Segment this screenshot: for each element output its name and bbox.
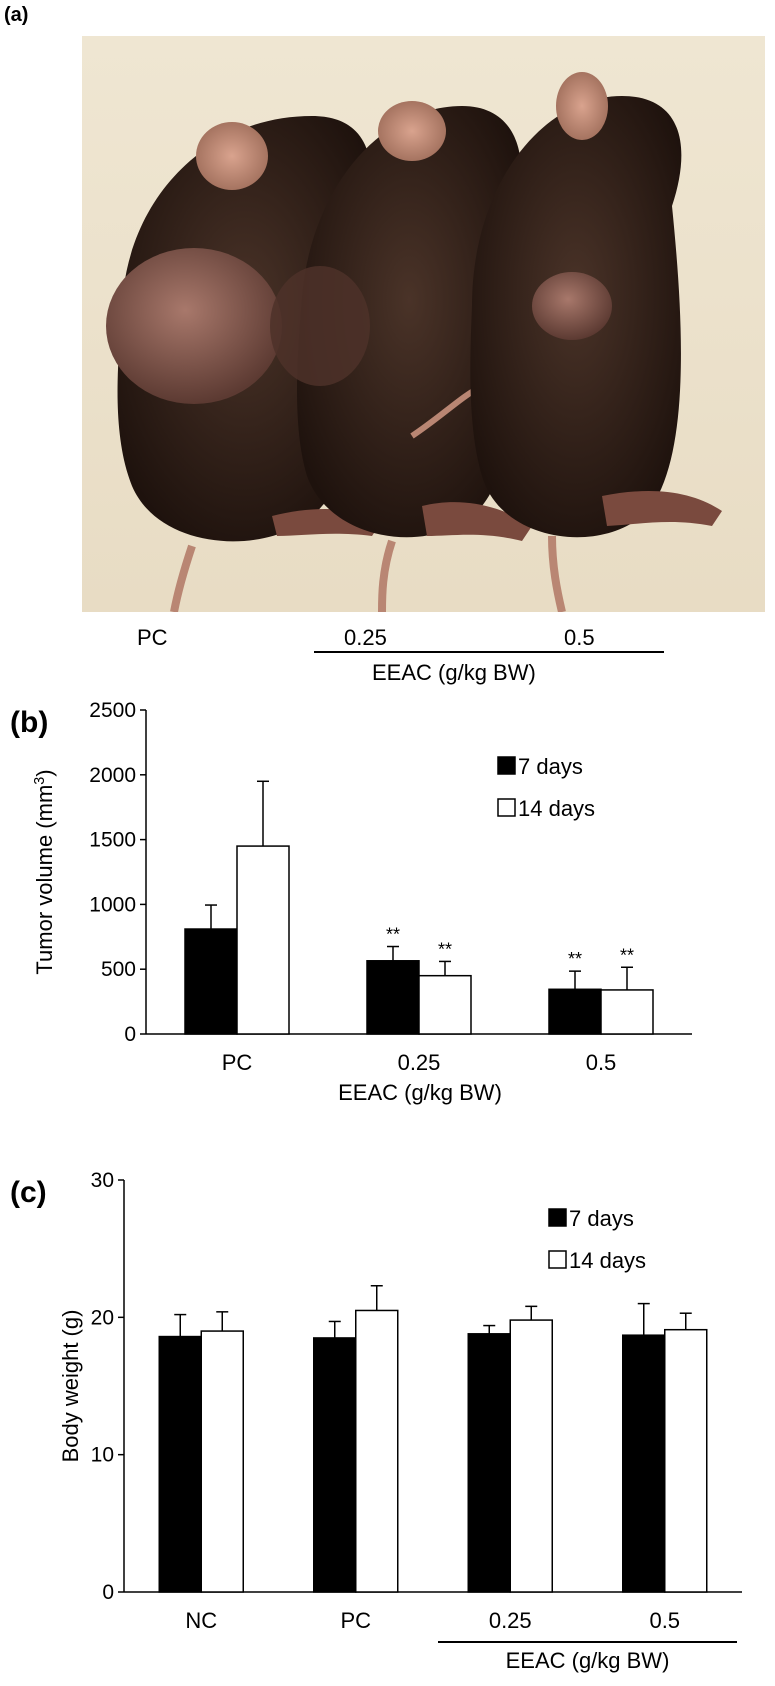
bar-0.25-14-days xyxy=(418,974,472,1035)
y-axis-label: Tumor volume (mm3) xyxy=(32,769,57,974)
x-category-label: 0.25 xyxy=(398,1050,441,1075)
y-tick-label: 1500 xyxy=(89,829,136,852)
mouse-025 xyxy=(270,101,532,612)
y-tick-label: 0 xyxy=(102,1581,114,1604)
bar-NC-7-days xyxy=(158,1335,202,1593)
photo-group-label-05: 0.5 xyxy=(564,625,595,650)
y-tick-label: 2500 xyxy=(89,700,136,722)
legend-label-7-days: 7 days xyxy=(569,1206,634,1231)
panel-c-label: (c) xyxy=(10,1176,47,1209)
panel-a-label: (a) xyxy=(4,4,29,26)
y-axis-label-text: Tumor volume (mm xyxy=(32,785,57,975)
significance-marker: ** xyxy=(568,949,582,969)
x-category-label: PC xyxy=(340,1608,371,1633)
y-axis-label-superscript: 3 xyxy=(32,777,48,785)
bar-PC-14-days xyxy=(355,1309,399,1593)
bar-0.5-7-days xyxy=(548,988,602,1035)
y-tick-label: 2000 xyxy=(89,764,136,787)
legend-swatch-7-days xyxy=(497,756,516,775)
legend-swatch-14-days xyxy=(497,798,516,817)
bar-NC-14-days xyxy=(200,1330,244,1593)
x-category-label: 0.5 xyxy=(649,1608,680,1633)
bar-0.25-14-days xyxy=(509,1319,553,1593)
significance-marker: ** xyxy=(438,939,452,959)
legend-label-14-days: 14 days xyxy=(569,1248,646,1273)
y-axis-label: Body weight (g) xyxy=(58,1310,83,1463)
y-axis-label-close: ) xyxy=(32,769,57,776)
legend-label-14-days: 14 days xyxy=(518,796,595,821)
significance-marker: ** xyxy=(386,925,400,945)
body-weight-chart: 0 10 20 30 Body weight (g) NC PC 0.25 0.5 EEAC (g… xyxy=(58,1170,742,1673)
x-axis-label: EEAC (g/kg BW) xyxy=(506,1648,670,1673)
legend-swatch-14-days xyxy=(548,1250,567,1269)
bar-PC-14-days xyxy=(236,845,290,1035)
x-category-label: 0.25 xyxy=(489,1608,532,1633)
y-axis-label-text: Body weight (g) xyxy=(58,1310,83,1463)
tumor-volume-chart: 0 500 1000 1500 2000 2500 Tumor volume (mm3) PC… xyxy=(32,700,692,1105)
y-tick-label: 20 xyxy=(91,1306,114,1329)
significance-marker: ** xyxy=(620,945,634,965)
photo-bracket-line xyxy=(314,651,664,653)
bar-0.5-7-days xyxy=(622,1334,666,1593)
mice-photo xyxy=(82,36,765,612)
x-category-label: NC xyxy=(185,1608,217,1633)
bar-0.5-14-days xyxy=(664,1328,708,1593)
y-tick-label: 30 xyxy=(91,1170,114,1192)
y-tick-label: 1000 xyxy=(89,893,136,916)
mice-photo-drawing xyxy=(82,36,765,612)
legend-label-7-days: 7 days xyxy=(518,754,583,779)
bar-PC-7-days xyxy=(184,928,238,1035)
y-tick-label: 10 xyxy=(91,1444,114,1467)
legend-swatch-7-days xyxy=(548,1208,567,1227)
x-category-label: PC xyxy=(222,1050,253,1075)
mouse-05 xyxy=(470,72,722,612)
y-tick-label: 0 xyxy=(124,1023,136,1046)
photo-group-label-pc: PC xyxy=(137,625,168,650)
panel-b-label: (b) xyxy=(10,706,49,739)
bar-PC-7-days xyxy=(313,1337,357,1593)
photo-group-label-025: 0.25 xyxy=(344,625,387,650)
bar-0.25-7-days xyxy=(467,1333,511,1593)
y-tick-label: 500 xyxy=(101,958,136,981)
bar-0.5-14-days xyxy=(600,989,654,1035)
bar-0.25-7-days xyxy=(366,960,420,1035)
x-category-label: 0.5 xyxy=(586,1050,617,1075)
photo-bracket-label: EEAC (g/kg BW) xyxy=(372,660,536,685)
x-axis-label: EEAC (g/kg BW) xyxy=(338,1080,502,1105)
